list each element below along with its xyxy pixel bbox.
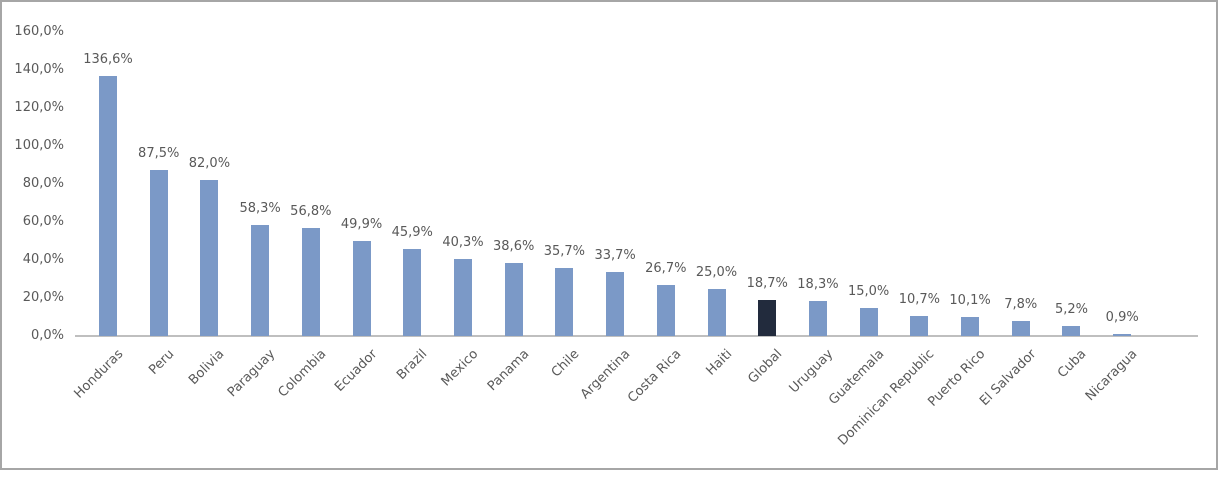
bar [910, 315, 929, 336]
bar [403, 248, 422, 336]
y-axis-tick-label: 40,0% [22, 252, 64, 267]
bar-value-label: 82,0% [188, 156, 231, 172]
bar-value-label: 38,6% [493, 238, 535, 254]
y-axis-tick-label: 120,0% [14, 100, 64, 115]
bar-value-label: 10,7% [898, 291, 941, 307]
bar-value-label: 35,7% [543, 244, 586, 260]
bar [301, 228, 320, 336]
y-axis-tick-label: 80,0% [22, 176, 64, 191]
bar-value-label: 58,3% [239, 201, 281, 217]
bar-value-label: 49,9% [340, 217, 383, 233]
bar-value-label: 40,3% [442, 235, 484, 251]
bar [200, 180, 219, 336]
bar-value-label: 45,9% [391, 224, 433, 240]
bar-value-label: 5,2% [1054, 302, 1088, 318]
bar [1062, 326, 1081, 336]
bar-chart-plot-area: 0,0% 20,0% 40,0% 60,0% 80,0% 100,0% 120,0% 140,… [2, 2, 1216, 468]
bar [808, 301, 827, 336]
bar [859, 307, 878, 336]
bar [707, 288, 726, 336]
bar [251, 225, 270, 336]
bar-highlighted [758, 300, 777, 336]
bar-value-label: 18,3% [797, 277, 839, 293]
bar-value-label: 7,8% [1004, 297, 1038, 313]
bar-value-label: 136,6% [83, 52, 133, 68]
x-axis-line [75, 335, 1198, 337]
bar [504, 262, 523, 336]
y-axis-tick-label: 100,0% [14, 138, 64, 153]
bar-value-label: 56,8% [290, 204, 332, 220]
bar [99, 76, 117, 336]
bar [149, 169, 168, 336]
y-axis-tick-label: 160,0% [14, 24, 64, 39]
y-axis-tick-label: 60,0% [22, 214, 64, 229]
bar [961, 316, 980, 336]
bar [1011, 321, 1030, 336]
bar-value-label: 0,9% [1105, 310, 1139, 326]
bar [606, 271, 625, 336]
bar-value-label: 33,7% [594, 247, 636, 263]
bar [453, 259, 472, 336]
bar-value-label: 25,0% [695, 264, 738, 280]
bar [656, 285, 675, 336]
bar-value-label: 18,7% [746, 276, 788, 292]
y-axis-tick-label: 140,0% [14, 62, 64, 77]
bar [1113, 334, 1132, 336]
bar-value-label: 15,0% [847, 283, 890, 299]
bar-value-label: 26,7% [645, 261, 687, 277]
y-axis-tick-label: 0,0% [30, 328, 64, 343]
bar-value-label: 10,1% [949, 292, 991, 308]
bar-value-label: 87,5% [138, 145, 180, 161]
y-axis-tick-label: 20,0% [22, 290, 64, 305]
bar [555, 268, 574, 336]
bar [352, 241, 371, 336]
